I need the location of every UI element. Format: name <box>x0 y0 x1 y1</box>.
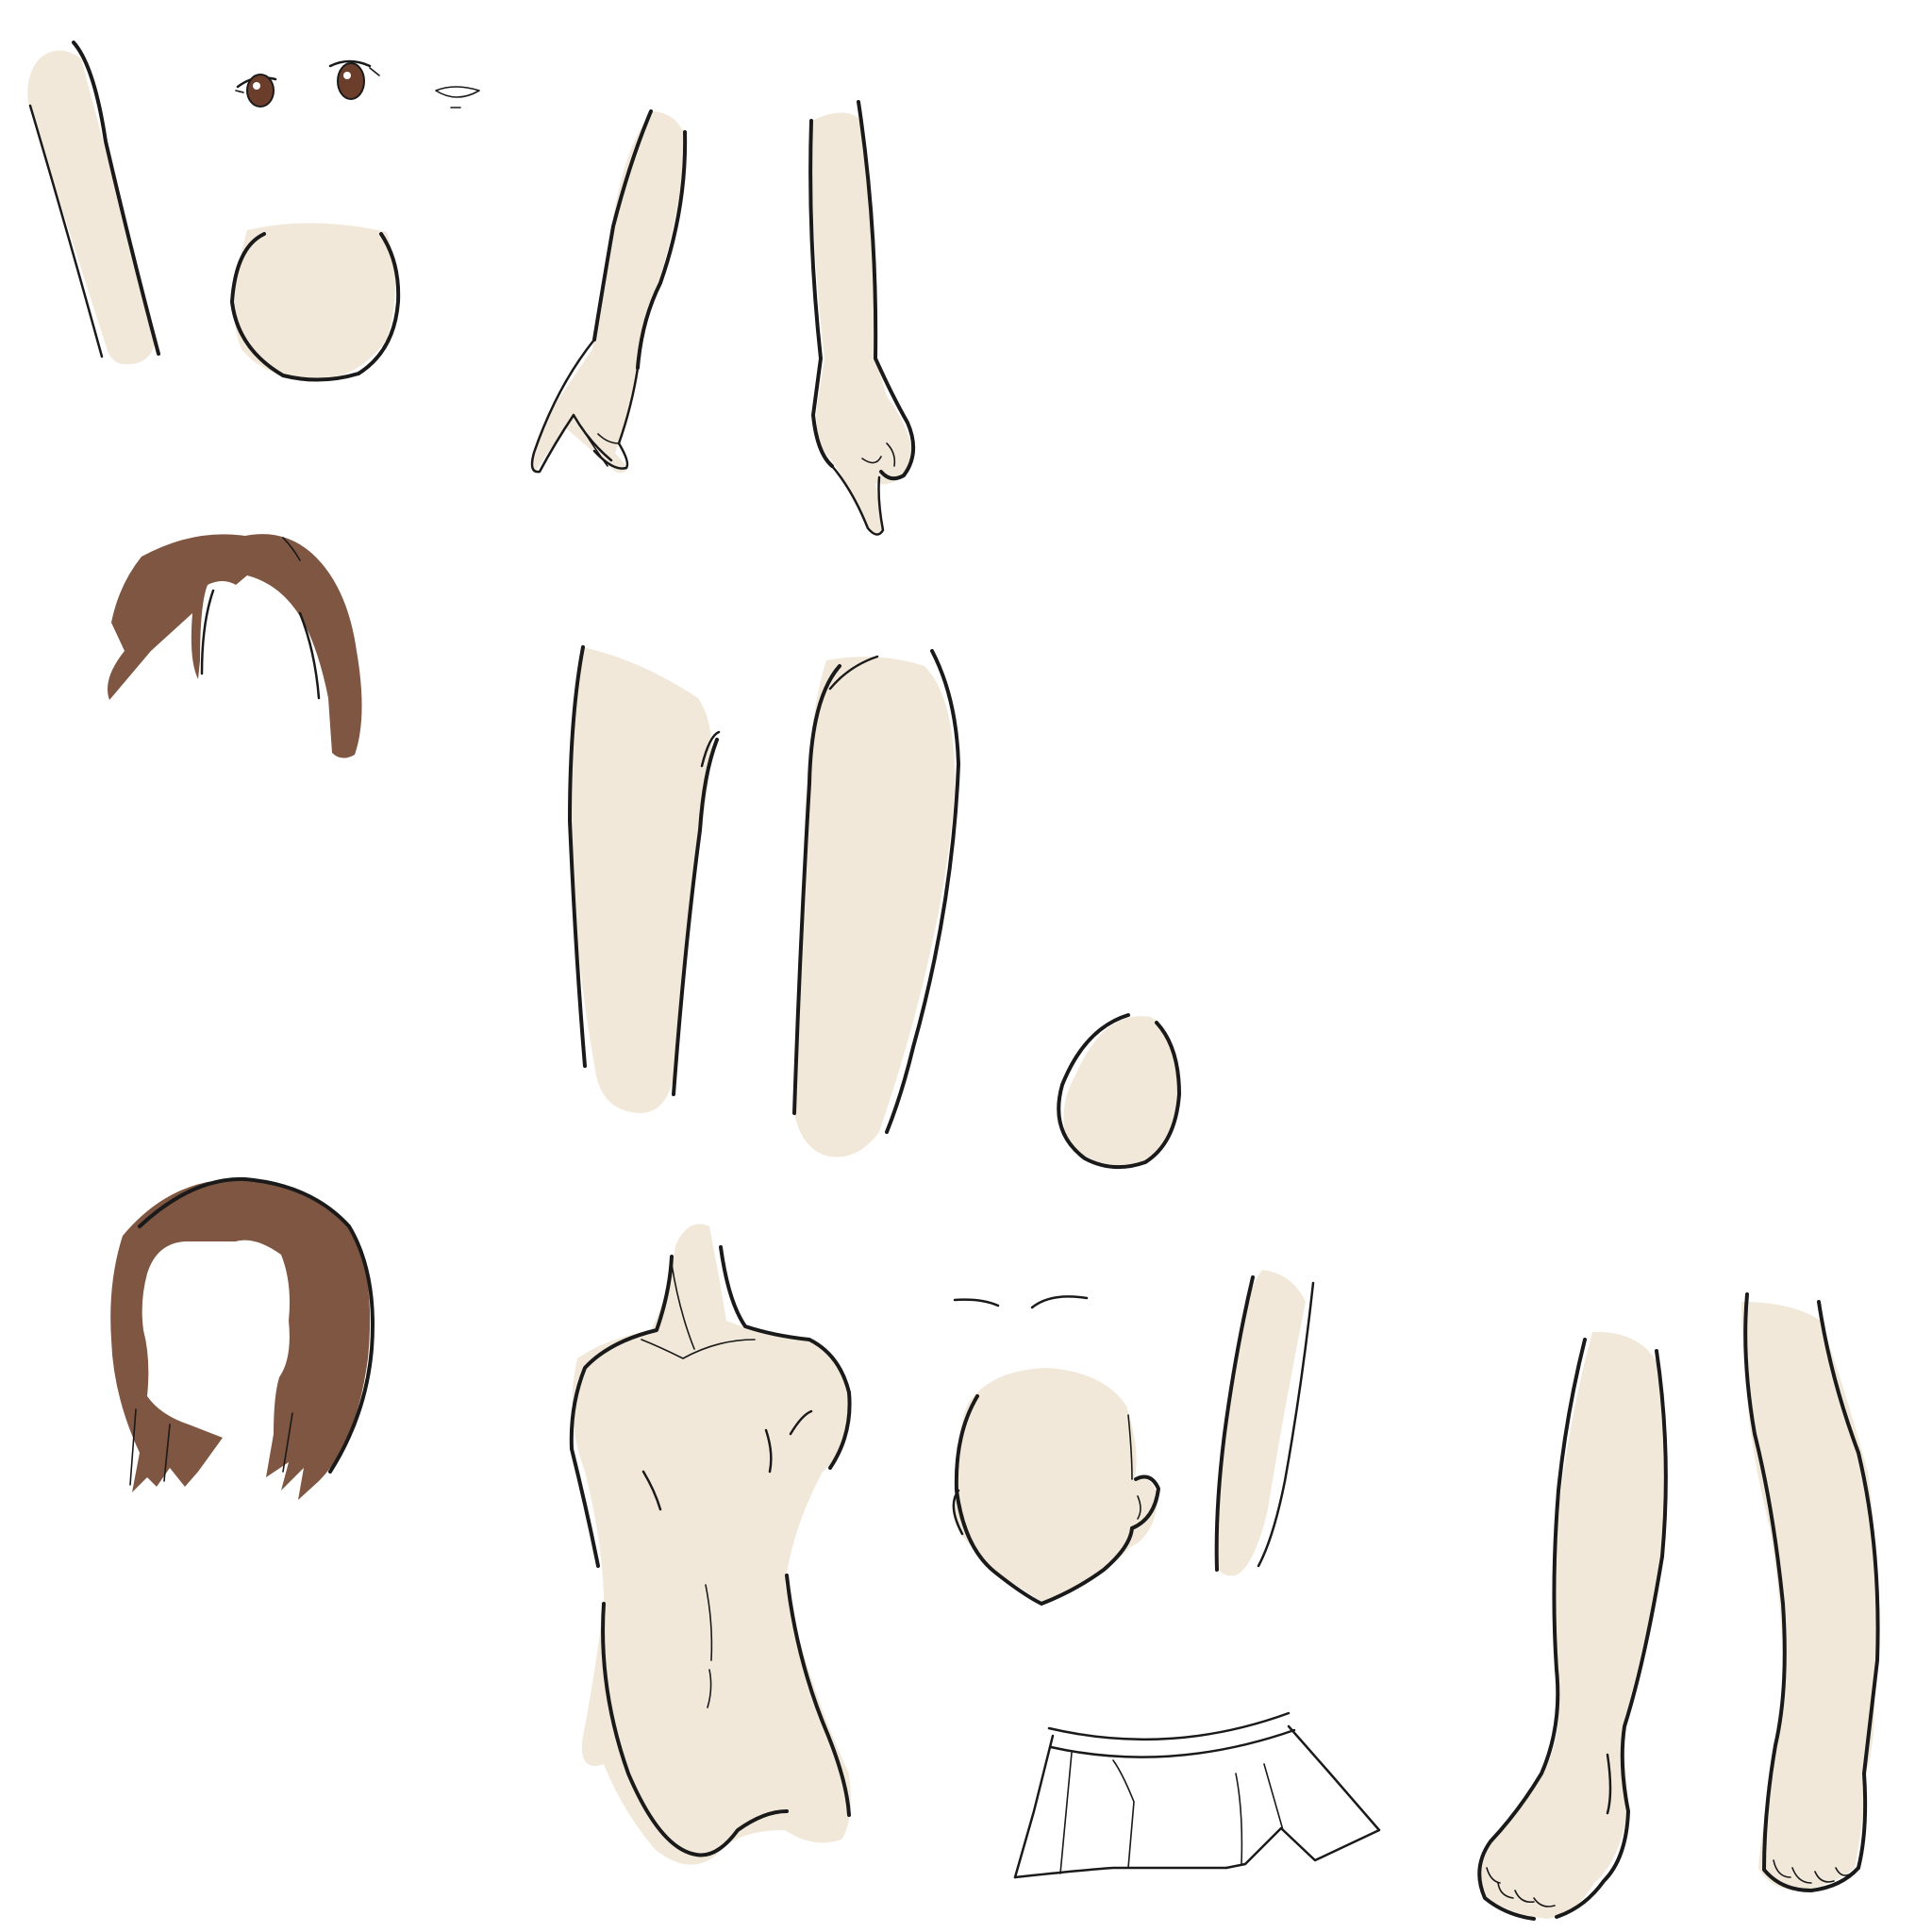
eyes-part[interactable] <box>235 59 380 108</box>
ear-part[interactable] <box>1057 1013 1181 1170</box>
nose-part[interactable] <box>435 86 480 108</box>
thigh-left-part[interactable] <box>568 645 721 1113</box>
forearm-hand-left-part[interactable] <box>530 109 688 474</box>
back-hair-part[interactable] <box>108 534 362 758</box>
upper-arm-right-part[interactable] <box>1214 1270 1315 1576</box>
upper-arm-left-part[interactable] <box>27 41 160 365</box>
thigh-right-part[interactable] <box>792 649 960 1158</box>
skirt-part[interactable] <box>1013 1711 1381 1879</box>
eye-right <box>328 59 380 100</box>
eyebrows-part[interactable] <box>953 1295 1089 1309</box>
face-circle-part[interactable] <box>230 223 401 382</box>
forearm-hand-right-part[interactable] <box>808 100 915 536</box>
lower-leg-left-part[interactable] <box>1477 1331 1668 1921</box>
lower-leg-right-part[interactable] <box>1741 1292 1880 1892</box>
front-hair-part[interactable] <box>110 1176 375 1500</box>
eye-left <box>235 74 277 108</box>
head-part[interactable] <box>952 1368 1160 1606</box>
torso-part[interactable] <box>569 1224 852 1865</box>
